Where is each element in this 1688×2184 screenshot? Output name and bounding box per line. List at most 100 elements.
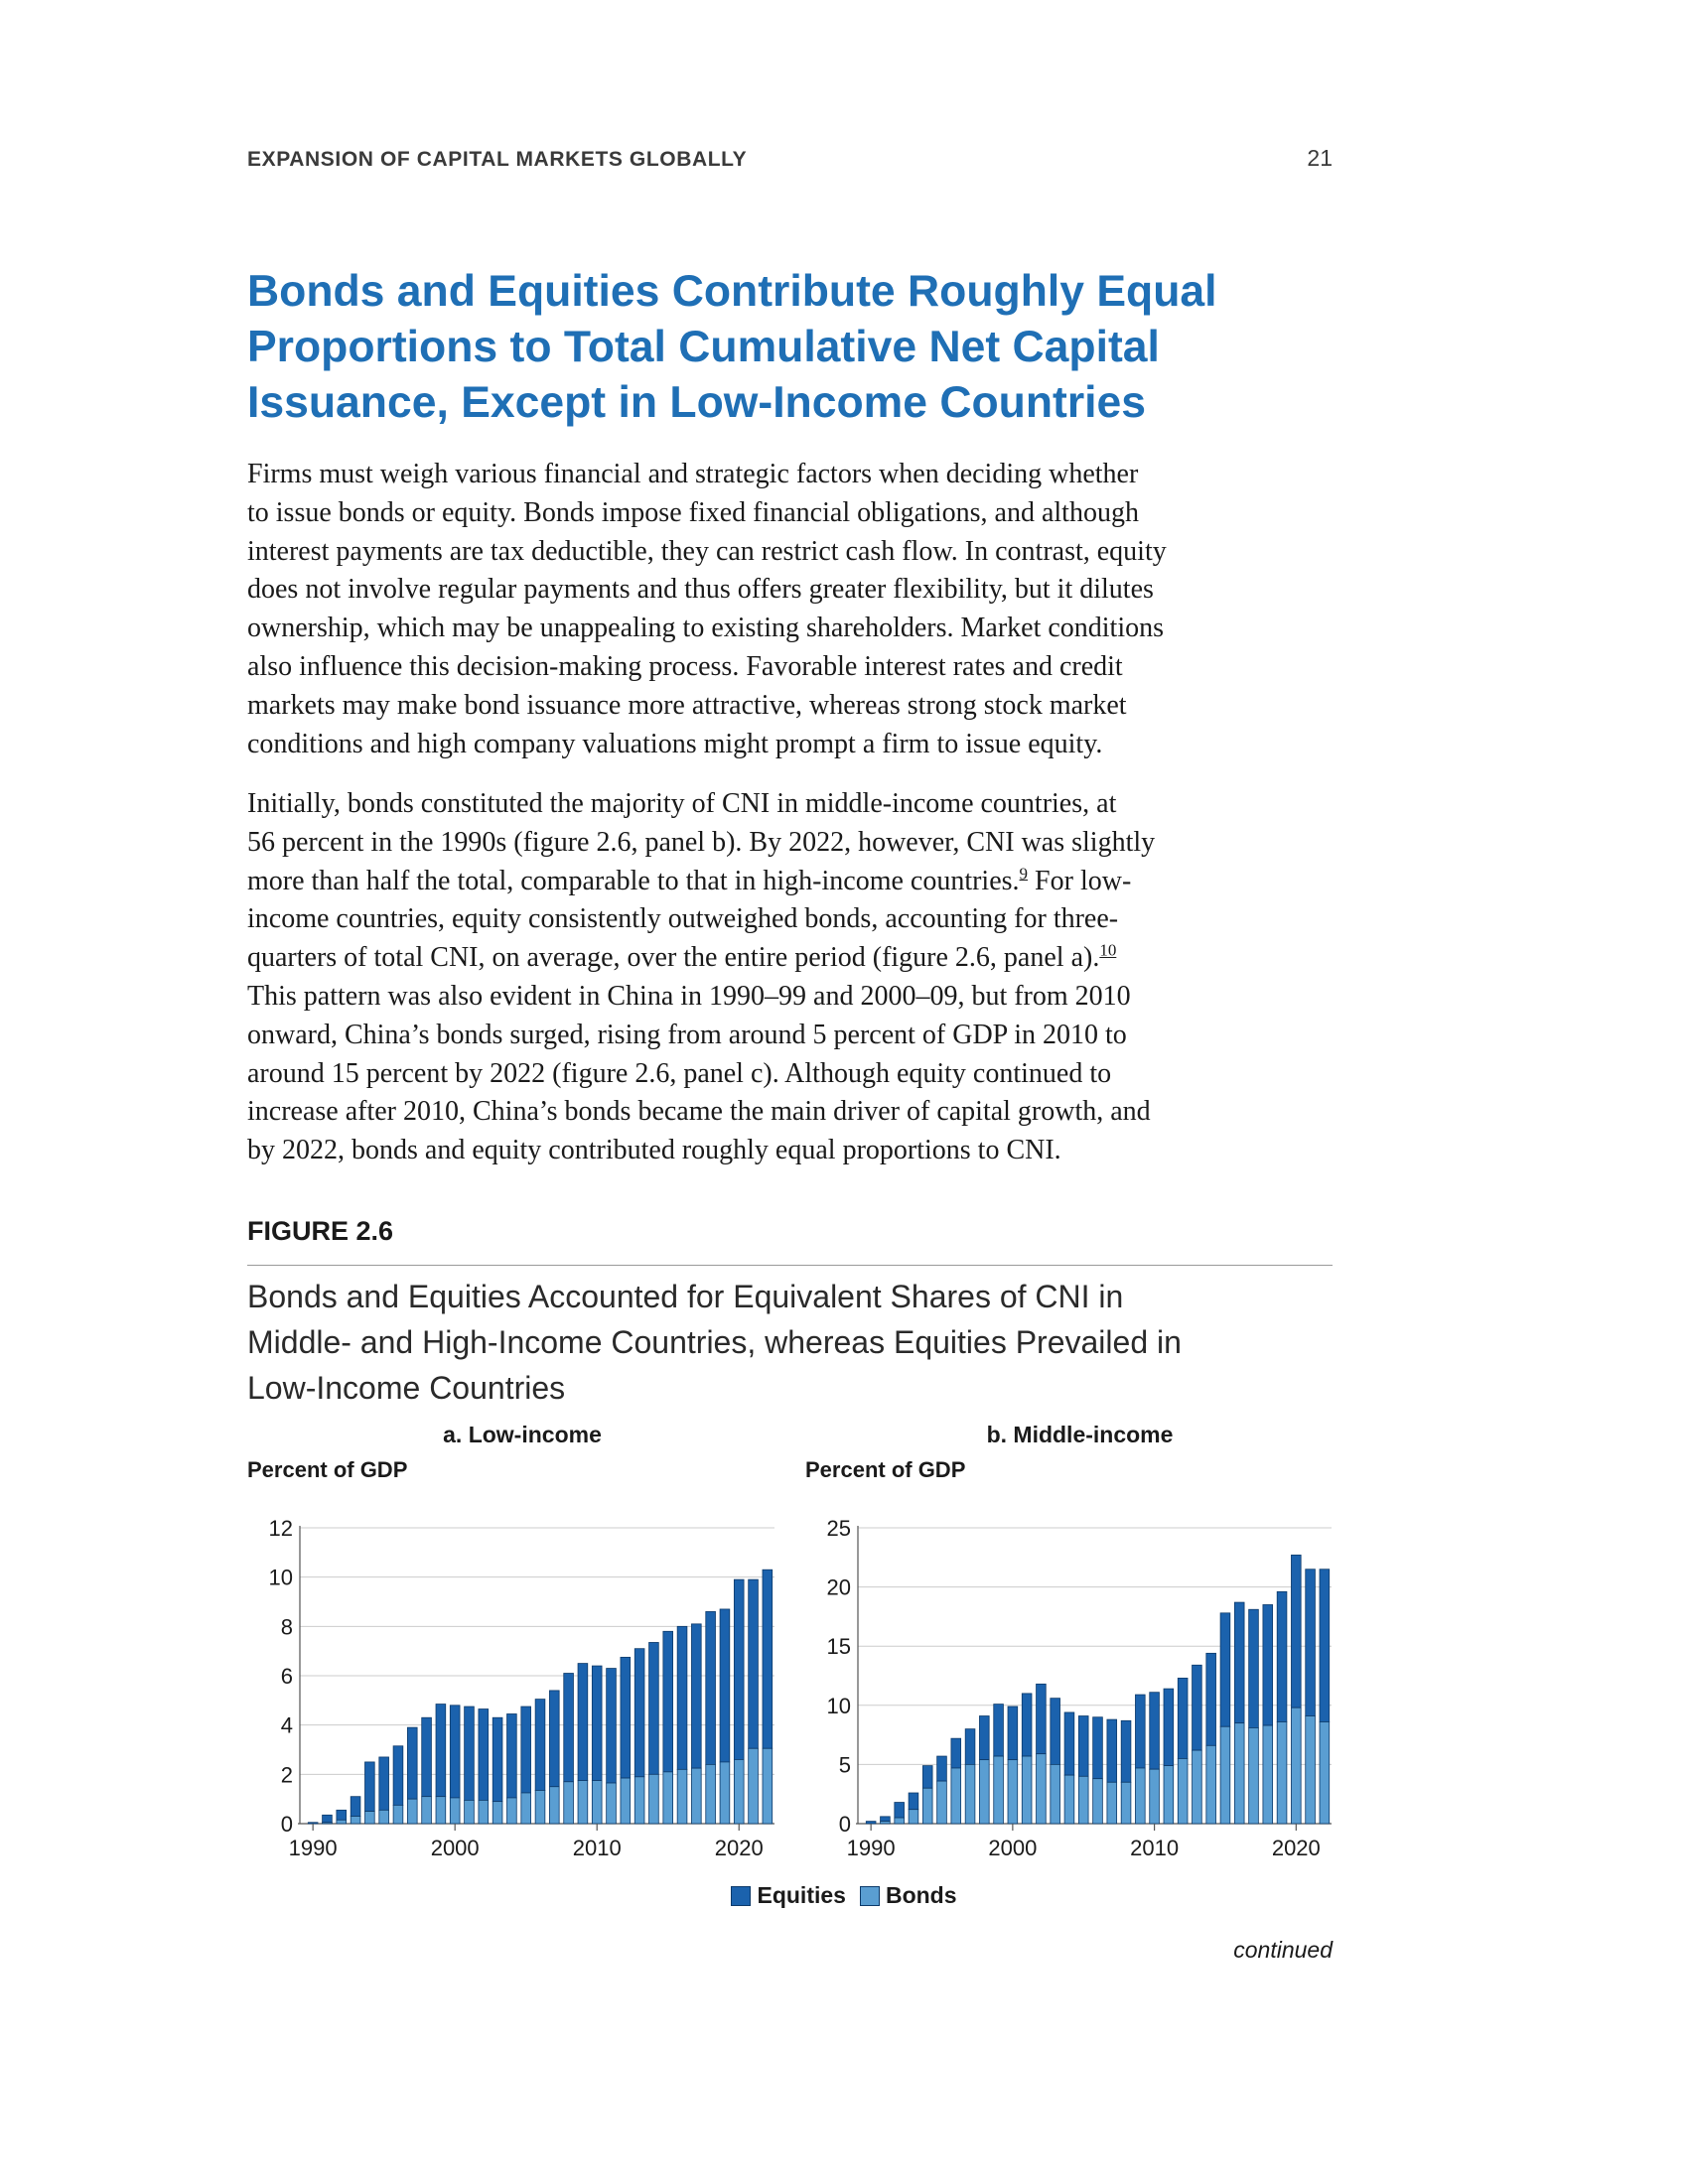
bar-bonds: [748, 1747, 759, 1825]
bar-bonds: [1319, 1721, 1331, 1825]
bar-bonds: [322, 1822, 333, 1825]
bar-equities: [993, 1704, 1004, 1757]
bar-bonds: [1262, 1724, 1274, 1825]
page-number: 21: [1307, 145, 1333, 171]
figure-divider: [247, 1265, 1333, 1266]
bar-bonds: [993, 1755, 1004, 1825]
bar-equities: [1262, 1604, 1274, 1726]
x-tick-label: 2010: [573, 1836, 622, 1860]
bar-equities: [407, 1726, 418, 1800]
bar-equities: [492, 1716, 503, 1803]
headline-line: Issuance, Except in Low-Income Countries: [247, 378, 1147, 427]
text-line: Firms must weigh various financial and s…: [247, 459, 1139, 489]
bar-bonds: [921, 1787, 933, 1825]
bar-bonds: [676, 1768, 688, 1825]
bar-bonds: [1120, 1781, 1132, 1825]
panel-title: a. Low-income: [443, 1422, 602, 1447]
section-title: EXPANSION OF CAPITAL MARKETS GLOBALLY: [247, 148, 748, 171]
bar-equities: [577, 1663, 589, 1781]
bar-bonds: [733, 1759, 745, 1825]
text-line: to issue bonds or equity. Bonds impose f…: [247, 496, 1139, 528]
body-paragraph-1: Firms must weigh various financial and s…: [247, 456, 1333, 763]
bar-equities: [591, 1665, 603, 1781]
bar-bonds: [549, 1786, 560, 1825]
bar-equities: [1276, 1590, 1288, 1722]
bar-bonds: [577, 1780, 589, 1825]
bar-bonds: [1077, 1775, 1089, 1825]
equities-swatch: [731, 1885, 752, 1906]
bar-equities: [1050, 1698, 1060, 1765]
bar-bonds: [1305, 1715, 1316, 1825]
y-tick-label: 10: [269, 1566, 293, 1590]
y-tick-label: 4: [281, 1713, 293, 1738]
bar-bonds: [705, 1763, 716, 1825]
bar-equities: [908, 1792, 919, 1811]
text-line: markets may make bond issuance more attr…: [247, 689, 1127, 721]
text-run: For low-: [1028, 865, 1132, 896]
bar-bonds: [1233, 1722, 1245, 1825]
text-run: more than half the total, comparable to …: [247, 865, 1020, 896]
bar-bonds: [1192, 1749, 1202, 1825]
bar-equities: [1036, 1683, 1047, 1755]
bar-bonds: [908, 1809, 919, 1825]
bar-equities: [1135, 1694, 1146, 1769]
legend-label-bonds: Bonds: [885, 1882, 957, 1908]
bar-bonds: [350, 1816, 361, 1825]
bonds-swatch: [859, 1885, 880, 1906]
bar-equities: [1219, 1612, 1231, 1727]
bar-bonds: [1063, 1774, 1075, 1825]
text-line: does not involve regular payments and th…: [247, 574, 1154, 606]
headline-line: Proportions to Total Cumulative Net Capi…: [247, 323, 1160, 371]
bar-bonds: [1021, 1755, 1033, 1825]
text-line: quarters of total CNI, on average, over …: [247, 939, 1333, 978]
bar-equities: [1305, 1569, 1316, 1716]
bar-bonds: [648, 1773, 659, 1825]
footnote-link-9[interactable]: 9: [1019, 864, 1029, 884]
x-tick-label: 2020: [715, 1836, 764, 1860]
bar-equities: [392, 1745, 404, 1806]
section-headline: Bonds and Equities Contribute Roughly Eq…: [247, 264, 1339, 431]
bar-equities: [464, 1706, 475, 1801]
bar-equities: [1163, 1688, 1175, 1766]
y-axis-label: Percent of GDP: [805, 1457, 965, 1482]
text-line: increase after 2010, China’s bonds becam…: [247, 1096, 1151, 1128]
bar-equities: [676, 1625, 688, 1770]
bar-bonds: [392, 1804, 404, 1825]
bar-equities: [421, 1716, 432, 1798]
bar-equities: [662, 1630, 673, 1773]
figure-charts: a. Low-income Percent of GDP 0 2 4 6 8 10 12 1990…: [247, 1422, 1332, 1860]
text-line: by 2022, bonds and equity contributed ro…: [247, 1135, 1061, 1166]
bar-equities: [549, 1690, 560, 1788]
bar-equities: [1192, 1664, 1202, 1751]
bar-bonds: [478, 1800, 490, 1825]
bar-bonds: [492, 1801, 503, 1825]
x-tick-label: 2000: [431, 1836, 480, 1860]
bar-equities: [719, 1608, 731, 1763]
x-tick-label: 1990: [847, 1836, 896, 1860]
x-tick-label: 1990: [289, 1836, 338, 1860]
bar-equities: [648, 1642, 659, 1775]
footnote-link-10[interactable]: 10: [1099, 940, 1117, 960]
bar-bonds: [1291, 1706, 1302, 1825]
bar-equities: [350, 1796, 361, 1817]
bar-equities: [378, 1756, 389, 1811]
bar-bonds: [936, 1780, 947, 1825]
bar-equities: [435, 1704, 447, 1798]
bar-bonds: [534, 1790, 546, 1825]
bar-equities: [979, 1715, 990, 1761]
bar-equities: [950, 1737, 962, 1769]
bar-equities: [880, 1816, 891, 1823]
bar-equities: [1205, 1652, 1216, 1746]
bar-bonds: [520, 1792, 531, 1825]
bar-equities: [762, 1569, 774, 1749]
figure-title-line: Bonds and Equities Accounted for Equival…: [247, 1279, 1124, 1314]
bar-equities: [1106, 1718, 1118, 1783]
text-line: This pattern was also evident in China i…: [247, 980, 1131, 1012]
bar-bonds: [464, 1800, 475, 1825]
bar-bonds: [979, 1759, 990, 1825]
bar-equities: [506, 1713, 517, 1799]
bar-bonds: [894, 1817, 905, 1825]
bar-bonds: [421, 1796, 432, 1825]
bar-equities: [1063, 1711, 1075, 1776]
